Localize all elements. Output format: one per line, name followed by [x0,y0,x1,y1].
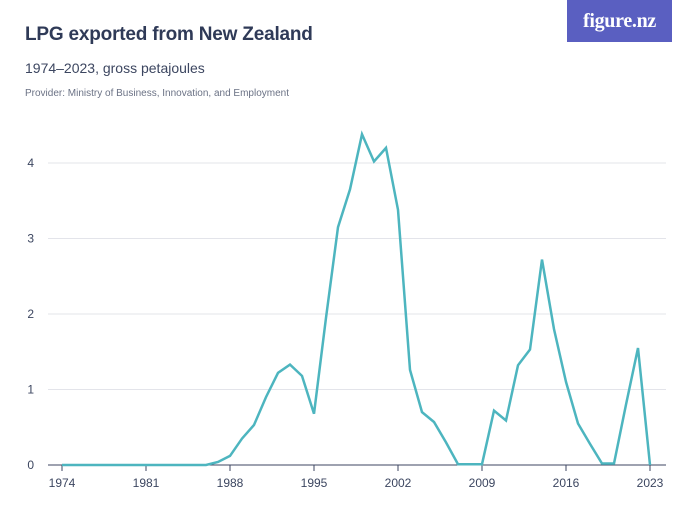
x-tick-label: 2009 [469,476,496,490]
y-tick-label: 0 [27,458,34,472]
x-tick-label: 2016 [553,476,580,490]
grid-lines [48,162,666,466]
x-tick-label: 2002 [385,476,412,490]
y-tick-label: 2 [27,307,34,321]
y-axis-ticks: 0 1 2 3 4 [27,156,34,472]
figure-nz-logo[interactable]: figure.nz [567,0,672,42]
x-axis-ticks: 1974 1981 1988 1995 2002 2009 2016 2023 [49,465,664,490]
series-line-0 [62,130,652,467]
data-provider: Provider: Ministry of Business, Innovati… [25,88,290,99]
x-tick-label: 1988 [217,476,244,490]
y-tick-label: 1 [27,383,34,397]
x-tick-label: 1974 [49,476,76,490]
series-layer [62,130,652,467]
x-tick-label: 2023 [637,476,664,490]
x-tick-label: 1981 [133,476,160,490]
chart-title: LPG exported from New Zealand [25,24,313,45]
y-tick-label: 3 [27,232,34,246]
chart-subtitle: 1974–2023, gross petajoules [25,60,205,76]
y-tick-label: 4 [27,156,34,170]
x-tick-label: 1995 [301,476,328,490]
